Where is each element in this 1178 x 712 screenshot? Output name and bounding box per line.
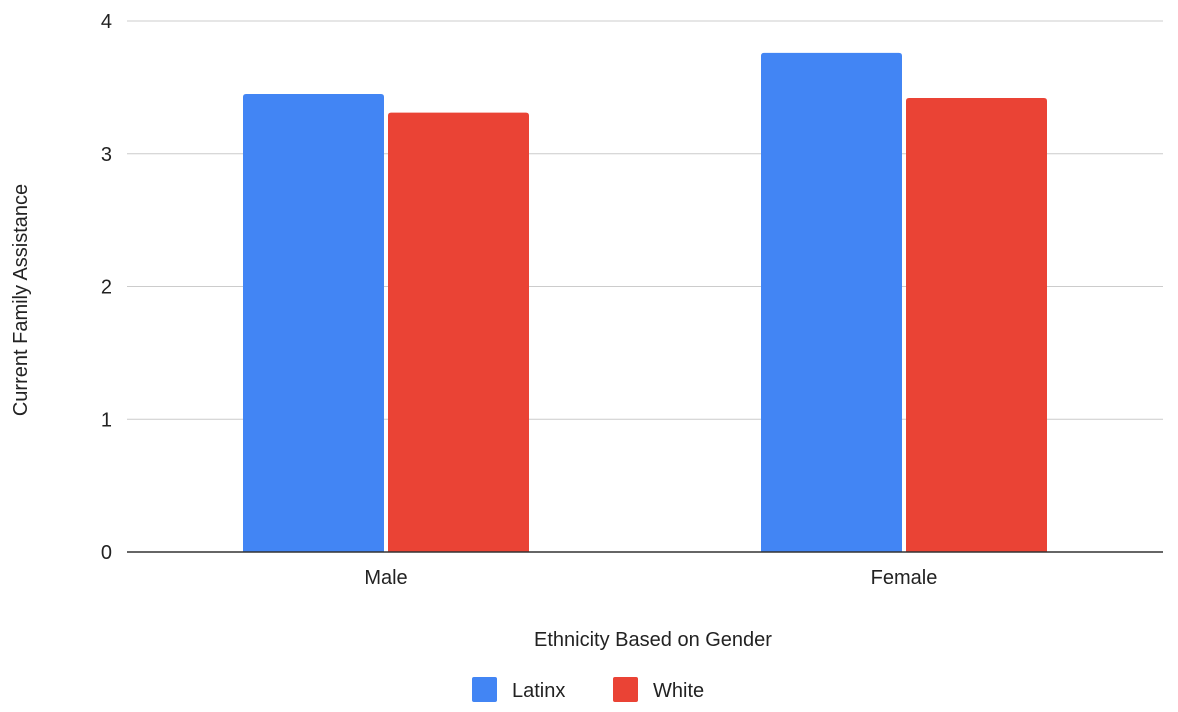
y-axis-title: Current Family Assistance xyxy=(10,184,32,416)
legend-label-white: White xyxy=(653,680,704,702)
x-axis-ticks: Male Female xyxy=(364,567,937,589)
bar-white-female xyxy=(906,97,1047,553)
bar-latinx-male xyxy=(243,94,384,552)
y-tick-label: 0 xyxy=(101,542,112,564)
y-tick-label: 4 xyxy=(101,11,112,33)
y-tick-label: 3 xyxy=(101,144,112,166)
x-tick-label: Female xyxy=(871,567,938,589)
y-tick-label: 2 xyxy=(101,277,112,299)
legend: Latinx White xyxy=(472,677,704,702)
x-tick-label: Male xyxy=(364,567,407,589)
legend-label-latinx: Latinx xyxy=(512,680,565,702)
y-tick-label: 1 xyxy=(101,409,112,431)
legend-swatch-latinx xyxy=(472,677,497,702)
x-axis-title: Ethnicity Based on Gender xyxy=(534,629,772,651)
bars xyxy=(243,52,1047,553)
bar-latinx-female xyxy=(761,52,902,553)
bar-white-male xyxy=(388,112,529,552)
y-axis-ticks: 0 1 2 3 4 xyxy=(101,11,112,564)
legend-swatch-white xyxy=(613,677,638,702)
